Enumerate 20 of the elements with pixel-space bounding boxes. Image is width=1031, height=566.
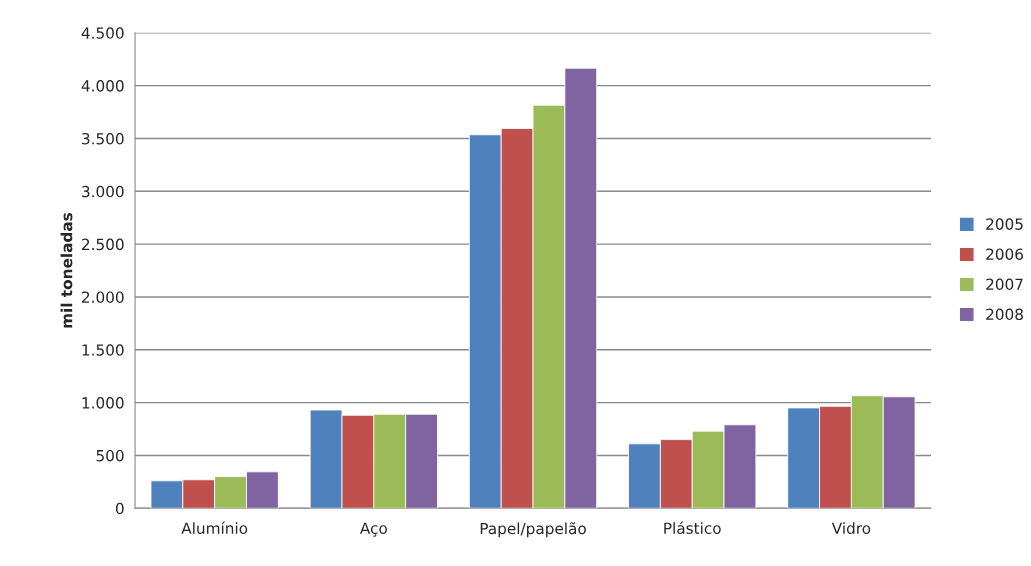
x-tick-label: Aço xyxy=(359,522,387,537)
y-axis-title: mil toneladas xyxy=(60,212,73,328)
y-tick-label: 4.000 xyxy=(81,80,124,92)
legend-label: 2007 xyxy=(986,278,1023,291)
y-tick-label: 0 xyxy=(115,502,124,515)
legend-label: 2005 xyxy=(986,218,1023,230)
x-tick-label: Alumínio xyxy=(181,521,248,534)
y-tick-label: 3.500 xyxy=(82,132,124,145)
x-tick-label: Vidro xyxy=(831,522,871,534)
x-tick-label: Plástico xyxy=(664,521,721,534)
y-tick-label: 1.000 xyxy=(82,397,124,409)
y-tick-label: 1.500 xyxy=(82,344,124,356)
y-tick-label: 500 xyxy=(96,449,124,462)
legend-label: 2008 xyxy=(986,308,1023,321)
y-tick-label: 2.500 xyxy=(82,238,124,251)
y-tick-label: 4.500 xyxy=(81,27,124,39)
x-tick-label: Papel/papelão xyxy=(480,522,586,538)
legend-label: 2006 xyxy=(986,248,1024,260)
y-tick-label: 2.000 xyxy=(82,291,124,303)
y-tick-label: 3.000 xyxy=(82,185,124,198)
